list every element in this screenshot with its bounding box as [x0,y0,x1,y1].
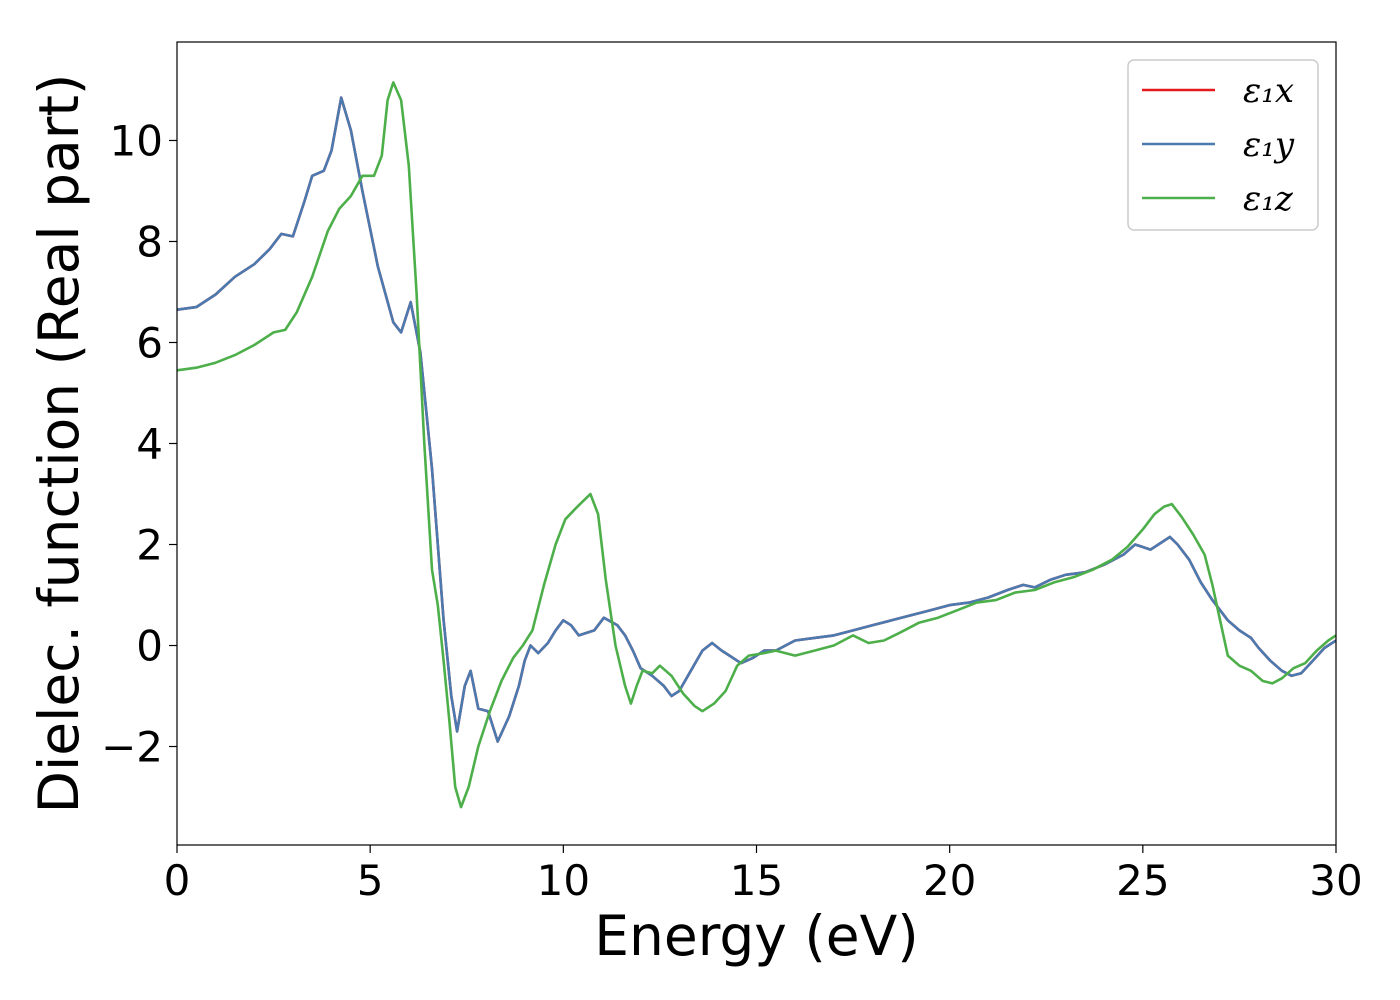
legend: ε₁x ε₁y ε₁z [1127,59,1319,231]
y-tick-label: 2 [136,521,163,570]
y-tick-label: 0 [136,622,163,671]
x-axis-label: Energy (eV) [594,904,918,968]
y-tick-label: −2 [101,723,163,772]
x-tick-label: 10 [537,856,590,905]
y-axis-label: Dielec. function (Real part) [27,74,91,814]
x-tick-label: 0 [164,856,191,905]
legend-label-3: ε₁z [1243,179,1294,219]
y-tick-label: 4 [136,420,163,469]
x-tick-label: 15 [730,856,783,905]
y-tick-label: 8 [136,217,163,266]
legend-label-1: ε₁x [1243,71,1294,111]
legend-frame [1127,59,1319,231]
y-tick-label: 6 [136,318,163,367]
legend-label-2: ε₁y [1243,125,1295,165]
y-axis: −2 0 2 4 6 8 10 [101,116,177,772]
x-tick-label: 20 [923,856,976,905]
series-layer [177,81,1336,809]
x-tick-label: 30 [1309,856,1362,905]
x-tick-label: 5 [357,856,384,905]
x-axis: 0 5 10 15 20 25 30 [164,845,1363,905]
y-tick-label: 10 [110,116,163,165]
series-line-2 [177,96,1336,743]
series-line-3 [177,81,1336,809]
x-tick-label: 25 [1116,856,1169,905]
